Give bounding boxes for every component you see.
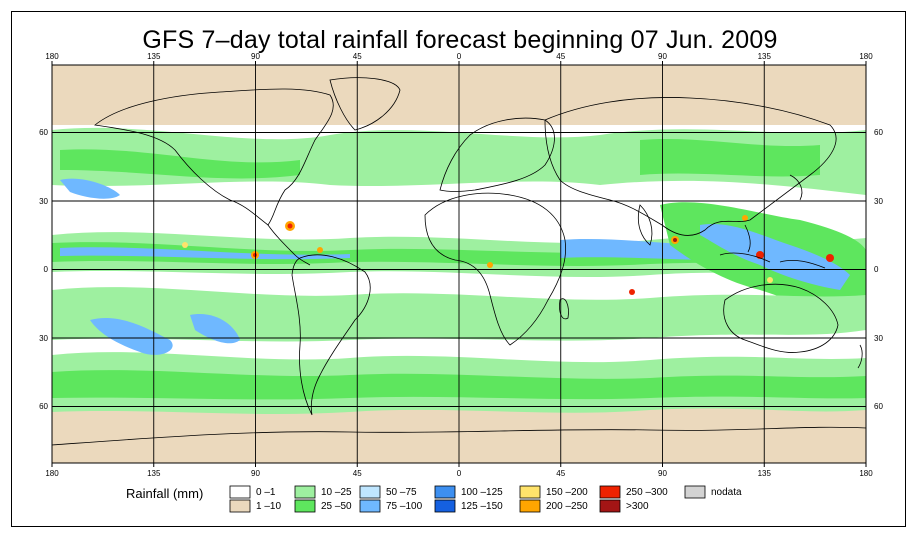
legend: Rainfall (mm) 0 –1 1 –10 10 –25 25 –50 5… bbox=[126, 485, 742, 513]
legend-title: Rainfall (mm) bbox=[126, 486, 203, 501]
legend-swatch bbox=[229, 485, 251, 499]
lon-label-top: 90 bbox=[251, 52, 260, 61]
legend-swatch bbox=[599, 499, 621, 513]
lon-label-top: 45 bbox=[556, 52, 565, 61]
lon-label-bottom: 45 bbox=[556, 469, 565, 478]
lon-label-bottom: 90 bbox=[251, 469, 260, 478]
map-title: GFS 7–day total rainfall forecast beginn… bbox=[142, 26, 778, 54]
lon-label-bottom: 135 bbox=[147, 469, 161, 478]
lon-label-top: 135 bbox=[147, 52, 161, 61]
legend-label: 250 –300 bbox=[626, 487, 668, 498]
legend-label: >300 bbox=[626, 501, 649, 512]
legend-label: 0 –1 bbox=[256, 487, 276, 498]
lat-label-left: 0 bbox=[44, 265, 49, 274]
legend-swatch bbox=[684, 485, 706, 499]
legend-label: 25 –50 bbox=[321, 501, 352, 512]
legend-swatch bbox=[519, 485, 541, 499]
lon-label-top: 180 bbox=[45, 52, 59, 61]
lat-label-right: 60 bbox=[874, 128, 883, 137]
legend-label: 125 –150 bbox=[461, 501, 503, 512]
lon-label-bottom: 180 bbox=[45, 469, 59, 478]
legend-swatch bbox=[434, 499, 456, 513]
lat-label-left: 30 bbox=[39, 334, 48, 343]
graticule bbox=[52, 65, 866, 463]
lat-label-left: 30 bbox=[39, 197, 48, 206]
legend-label: 10 –25 bbox=[321, 487, 352, 498]
legend-label: 75 –100 bbox=[386, 501, 423, 512]
coastlines bbox=[52, 77, 866, 446]
lon-label-top: 90 bbox=[658, 52, 667, 61]
legend-label: nodata bbox=[711, 487, 742, 498]
lon-ticks bbox=[51, 61, 867, 467]
legend-swatch bbox=[519, 499, 541, 513]
lon-label-top: 135 bbox=[758, 52, 772, 61]
lon-label-bottom: 90 bbox=[658, 469, 667, 478]
lat-label-right: 0 bbox=[874, 265, 879, 274]
lon-label-bottom: 0 bbox=[457, 469, 462, 478]
lon-label-top: 0 bbox=[457, 52, 462, 61]
legend-swatch bbox=[434, 485, 456, 499]
legend-swatch bbox=[294, 485, 316, 499]
lat-label-right: 30 bbox=[874, 197, 883, 206]
lon-label-bottom: 45 bbox=[353, 469, 362, 478]
lon-label-top: 45 bbox=[353, 52, 362, 61]
lat-label-left: 60 bbox=[39, 128, 48, 137]
legend-label: 50 –75 bbox=[386, 487, 417, 498]
lon-label-bottom: 180 bbox=[859, 469, 873, 478]
lon-label-top: 180 bbox=[859, 52, 873, 61]
lat-label-left: 60 bbox=[39, 402, 48, 411]
rainfall-field bbox=[52, 65, 866, 463]
legend-label: 100 –125 bbox=[461, 487, 503, 498]
legend-label: 1 –10 bbox=[256, 501, 281, 512]
legend-label: 200 –250 bbox=[546, 501, 588, 512]
lat-label-right: 60 bbox=[874, 402, 883, 411]
legend-swatch bbox=[229, 499, 251, 513]
legend-swatch bbox=[599, 485, 621, 499]
legend-swatch bbox=[359, 499, 381, 513]
legend-label: 150 –200 bbox=[546, 487, 588, 498]
legend-swatch bbox=[359, 485, 381, 499]
lon-label-bottom: 135 bbox=[758, 469, 772, 478]
lat-label-right: 30 bbox=[874, 334, 883, 343]
legend-swatch bbox=[294, 499, 316, 513]
